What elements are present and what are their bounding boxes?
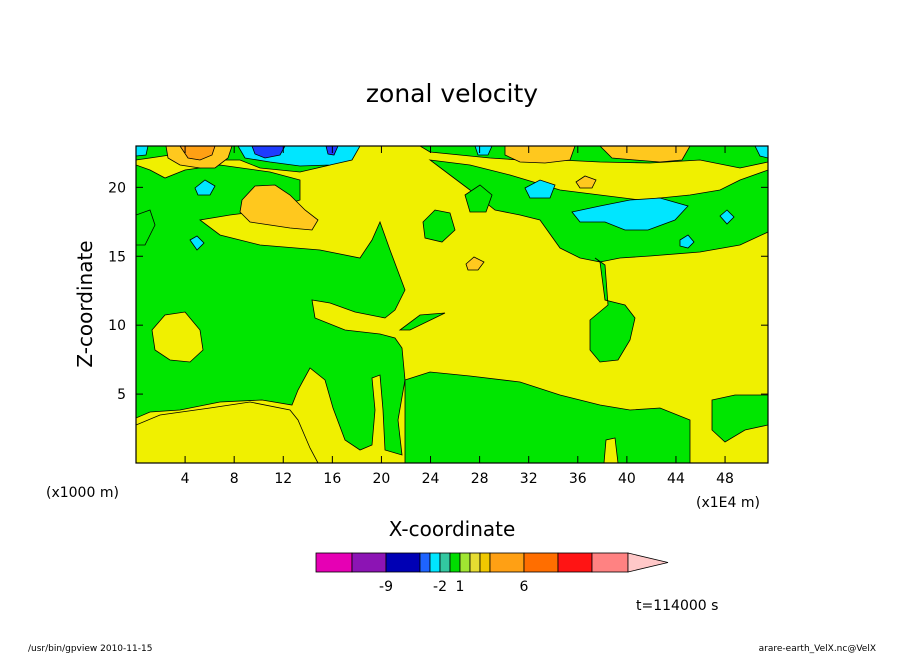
x-tick-label: 20: [373, 471, 391, 487]
colorbar-box: [523, 552, 559, 573]
green-small-left: [136, 209, 156, 246]
colorbar-tick-label: 1: [456, 579, 465, 595]
y-axis-label: Z-coordinate: [73, 240, 97, 367]
orange-top-left-inner: [179, 146, 216, 161]
orange-small-mid: [465, 256, 485, 271]
y-tick-label: 5: [117, 387, 126, 403]
colorbar-box: [429, 552, 441, 573]
colorbar-extend-arrow: [627, 552, 669, 573]
cyan-small-2: [679, 234, 695, 249]
colorbar-box: [591, 552, 629, 573]
blue-top-patch: [251, 146, 286, 159]
colorbar-tick-label: -9: [379, 579, 393, 595]
colorbar-box: [449, 552, 461, 573]
orange-top-right-2: [599, 146, 691, 163]
y-tick-label: 20: [108, 180, 126, 196]
cyan-left-blob: [194, 179, 216, 196]
green-region-bottom-right: [711, 394, 768, 443]
y-tick-label: 10: [108, 318, 126, 334]
footer-left: /usr/bin/gpview 2010-11-15: [28, 644, 152, 654]
colorbar-tick-label: -2: [433, 579, 447, 595]
x-unit-right: (x1E4 m): [696, 495, 760, 511]
x-tick-label: 8: [230, 471, 239, 487]
y-tick-label: 15: [108, 249, 126, 265]
x-tick-label: 36: [569, 471, 587, 487]
yellow-island-bottom: [603, 437, 619, 463]
colorbar-tick-label: 6: [520, 579, 529, 595]
colorbar-box: [351, 552, 387, 573]
plot-frame: [135, 145, 769, 464]
green-blob-470: [464, 184, 493, 213]
green-patch-mid-right: [589, 257, 636, 363]
green-wedge: [398, 312, 446, 331]
x-tick-label: 48: [716, 471, 734, 487]
cyan-small-3: [719, 209, 735, 225]
yellow-island-left: [151, 311, 204, 363]
colorbar: -9 -2 1 6: [315, 552, 669, 595]
colorbar-box: [315, 552, 353, 573]
colorbar-box: [439, 552, 451, 573]
x-tick-label: 4: [181, 471, 190, 487]
orange-mid-left: [239, 184, 319, 231]
colorbar-box: [385, 552, 421, 573]
x-axis: 4 8 12 16 20 24 28 32 36 40 44 48: [181, 146, 734, 487]
yellow-island-lower-left: [136, 401, 319, 463]
orange-small-right: [575, 175, 597, 189]
x-axis-label: X-coordinate: [389, 517, 516, 541]
colorbar-box: [469, 552, 481, 573]
x-tick-label: 44: [667, 471, 685, 487]
chart-title: zonal velocity: [366, 79, 538, 108]
colorbar-box: [489, 552, 525, 573]
x-unit-left: (x1000 m): [46, 485, 119, 501]
x-tick-label: 12: [274, 471, 292, 487]
footer-right: arare-earth_VelX.nc@VelX: [759, 644, 876, 654]
cyan-top-right-corner: [754, 146, 768, 159]
x-tick-label: 40: [618, 471, 636, 487]
colorbar-box: [419, 552, 431, 573]
cyan-right-blob: [524, 179, 556, 199]
colorbar-box: [459, 552, 471, 573]
contour-field: [136, 146, 768, 463]
time-label: t=114000 s: [636, 598, 718, 614]
cyan-top-left-corner: [136, 146, 149, 157]
x-tick-label: 32: [520, 471, 538, 487]
cyan-small-1: [189, 235, 205, 251]
green-region-lower: [404, 371, 691, 463]
x-tick-label: 24: [422, 471, 440, 487]
orange-top-right: [504, 146, 576, 164]
y-axis: 5 10 15 20: [108, 180, 768, 403]
x-tick-label: 16: [323, 471, 341, 487]
green-blob-421: [422, 209, 456, 243]
x-tick-label: 28: [471, 471, 489, 487]
cyan-right-streak: [571, 197, 689, 231]
colorbar-box: [557, 552, 593, 573]
colorbar-box: [479, 552, 491, 573]
